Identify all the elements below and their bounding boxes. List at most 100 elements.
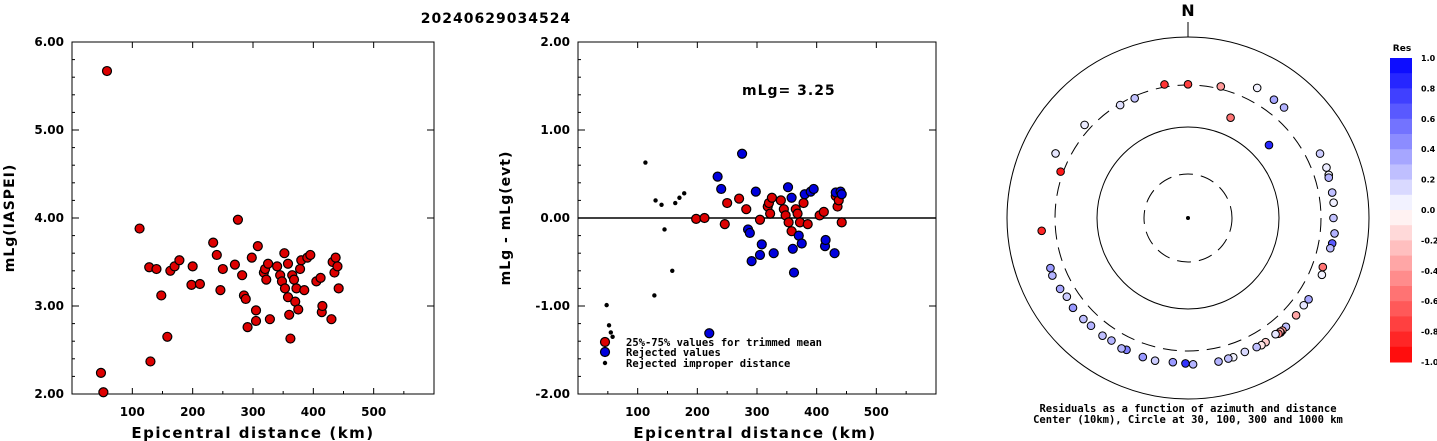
azimuth-point — [1055, 284, 1065, 294]
panel-mlg-point — [332, 261, 343, 272]
panel-azimuth: N Residuals as a function of azimuth and… — [1006, 1, 1370, 426]
panel-residual-point-improper — [608, 330, 614, 335]
colorbar-cell — [1390, 58, 1412, 74]
panel-residual-point-rejected — [712, 171, 723, 182]
azimuth-point — [1271, 329, 1280, 339]
panel-mlg-point — [242, 322, 253, 333]
panel-residual-point-improper — [659, 202, 664, 207]
azimuth-point — [1181, 359, 1190, 368]
panel-mlg-point — [330, 252, 341, 263]
panel-residual-point-trimmed — [691, 213, 702, 224]
colorbar-cell — [1390, 255, 1412, 272]
panel-mlg-point — [208, 237, 219, 248]
panel-residual-point-trimmed — [775, 195, 786, 206]
panel-mlg-point — [240, 293, 251, 305]
colorbar-title: Res — [1393, 44, 1411, 54]
azimuth-point — [1299, 300, 1309, 310]
colorbar-tick-label: 0.2 — [1421, 176, 1435, 185]
panel-residual-point-trimmed — [765, 208, 776, 219]
panel-mlg-point — [293, 304, 304, 315]
legend-swatch-rejected — [599, 346, 611, 358]
panel-residual-point-rejected — [750, 186, 761, 197]
panel-mlg-ylabel: mLg(IASPEI) — [2, 164, 18, 273]
panel-residual-point-improper — [682, 191, 687, 196]
panel-residual-point-rejected — [754, 249, 766, 261]
colorbar-cells — [1390, 58, 1412, 363]
azimuth-point — [1046, 263, 1055, 273]
azimuth-point — [1325, 243, 1335, 253]
panel-residual-xtick-label: 100 — [625, 405, 650, 419]
panel-mlg-point — [250, 305, 262, 316]
colorbar-cell — [1390, 149, 1412, 165]
azimuth-point — [1214, 357, 1223, 366]
azimuth-point — [1068, 303, 1078, 313]
azimuth-caption-line1: Residuals as a function of azimuth and d… — [1039, 403, 1336, 415]
azimuth-point — [1037, 226, 1046, 236]
panel-mlg-xtick-label: 500 — [361, 405, 386, 419]
panel-mlg-point — [305, 249, 316, 261]
panel-mlg-point — [101, 65, 113, 77]
azimuth-point — [1138, 352, 1148, 362]
panel-mlg-ytick-label: 4.00 — [34, 211, 64, 225]
panel-mlg-xtick-label: 100 — [120, 405, 145, 419]
panel-residual-point-rejected — [756, 239, 767, 250]
panel-residual-point-improper — [673, 200, 678, 206]
azimuth-point — [1315, 149, 1325, 158]
panel-mlg-point — [315, 272, 326, 283]
panel-residual-ytick-label: 1.00 — [540, 123, 570, 137]
azimuth-point — [1062, 292, 1072, 301]
colorbar-cell — [1390, 301, 1412, 317]
panel-residual-point-trimmed — [786, 226, 797, 237]
colorbar-cell — [1390, 225, 1412, 241]
panel-mlg-point — [151, 263, 162, 275]
colorbar-tick-label: 0.4 — [1421, 145, 1436, 154]
azimuth-point — [1252, 342, 1261, 352]
panel-mlg-point — [326, 314, 337, 325]
azimuth-point — [1086, 321, 1096, 331]
panel-residual-point-rejected — [782, 182, 794, 193]
panel-residual-xlabel: Epicentral distance (km) — [633, 424, 876, 441]
panel-residual-ticks: 100 200 300 400 500 -2.00 -1.00 0.00 1.00 2.00 — [535, 35, 936, 419]
ring-100km — [1096, 126, 1280, 310]
colorbar-tick-label: -0.4 — [1421, 267, 1437, 276]
panel-residual-point-improper — [610, 334, 615, 339]
panel-residual-point-trimmed — [733, 193, 745, 204]
panel-residual-point-rejected — [788, 267, 800, 278]
panel-residual-point-improper — [677, 195, 682, 200]
azimuth-point — [1224, 354, 1233, 363]
azimuth-point — [1117, 344, 1126, 353]
panel-mlg-point — [215, 285, 226, 296]
azimuth-point — [1329, 198, 1338, 207]
panel-residual-point-trimmed — [699, 212, 710, 224]
panel-residual-point-improper — [670, 268, 675, 273]
panel-residual-point-trimmed — [802, 219, 813, 230]
azimuth-point — [1317, 270, 1327, 280]
panel-residual-point-rejected — [704, 328, 715, 339]
azimuth-point — [1279, 103, 1289, 112]
colorbar-tick-label: -0.6 — [1421, 297, 1437, 306]
azimuth-point — [1264, 140, 1274, 150]
panel-mlg-point — [333, 283, 344, 294]
azimuth-point — [1048, 271, 1057, 280]
azimuth-point — [1160, 80, 1169, 89]
panel-mlg-points — [95, 65, 344, 398]
colorbar-cell — [1390, 194, 1412, 211]
panel-residual-point-trimmed — [741, 204, 752, 215]
panel-residual: 100 200 300 400 500 -2.00 -1.00 0.00 1.00 2.00 mL… — [498, 35, 937, 441]
azimuth-point — [1216, 82, 1226, 91]
panel-mlg-point — [194, 278, 206, 290]
panel-residual-ytick-label: -2.00 — [535, 387, 570, 401]
azimuth-point — [1252, 83, 1262, 93]
panel-residual-point-trimmed — [719, 219, 730, 230]
azimuth-point — [1150, 356, 1160, 365]
panel-mlg-ytick-label: 3.00 — [34, 299, 64, 313]
azimuth-point — [1107, 336, 1116, 345]
colorbar-cell — [1390, 164, 1412, 181]
center-dot — [1186, 216, 1190, 220]
azimuth-point — [1269, 95, 1279, 105]
panel-mlg-point — [261, 274, 272, 285]
azimuth-point — [1080, 120, 1089, 130]
panel-residual-point-trimmed — [766, 192, 778, 203]
panel-mlg-point — [279, 283, 291, 294]
colorbar-cell — [1390, 103, 1412, 120]
